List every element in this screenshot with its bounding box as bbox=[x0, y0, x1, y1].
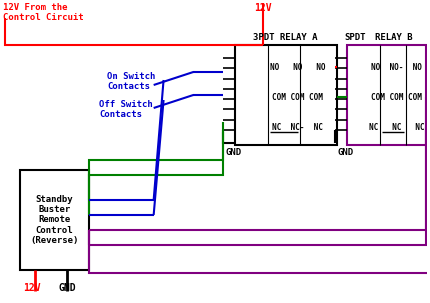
Bar bbox=[20, 170, 89, 270]
Bar bbox=[234, 45, 336, 145]
Text: NC   NC   NC: NC NC NC bbox=[368, 122, 423, 132]
Text: SPDT: SPDT bbox=[343, 33, 365, 42]
Text: 3PDT RELAY A: 3PDT RELAY A bbox=[253, 33, 317, 42]
Text: NO  NO-  NO: NO NO- NO bbox=[370, 62, 421, 72]
Text: GND: GND bbox=[224, 148, 241, 157]
Text: Standby
Buster
Remote
Control
(Reverse): Standby Buster Remote Control (Reverse) bbox=[30, 195, 79, 245]
Bar bbox=[346, 45, 425, 145]
Text: 12V: 12V bbox=[253, 3, 271, 13]
Text: On Switch
Contacts: On Switch Contacts bbox=[107, 72, 155, 92]
Text: GND: GND bbox=[58, 283, 76, 293]
Text: RELAY B: RELAY B bbox=[374, 33, 412, 42]
Text: Off Switch
Contacts: Off Switch Contacts bbox=[99, 100, 153, 119]
Text: NO   NO   NO: NO NO NO bbox=[269, 62, 324, 72]
Text: COM COM COM: COM COM COM bbox=[370, 92, 421, 102]
Text: GND: GND bbox=[336, 148, 352, 157]
Text: NC  NC-  NC: NC NC- NC bbox=[271, 122, 322, 132]
Text: COM COM COM: COM COM COM bbox=[271, 92, 322, 102]
Text: 12V From the
Control Circuit: 12V From the Control Circuit bbox=[3, 3, 83, 22]
Text: 12V: 12V bbox=[23, 283, 40, 293]
